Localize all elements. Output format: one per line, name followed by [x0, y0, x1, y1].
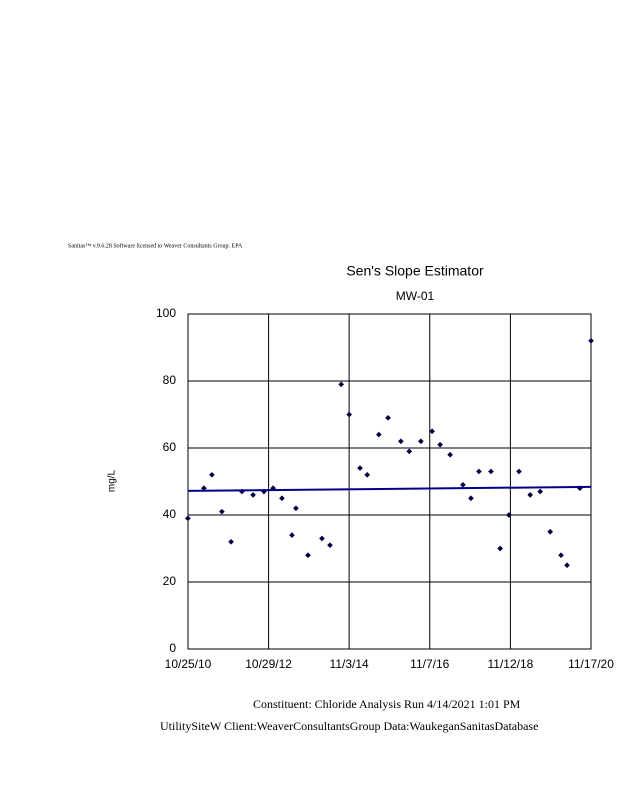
chart-subtitle: MW-01: [396, 289, 435, 303]
data-point: [346, 411, 353, 418]
data-point: [279, 495, 285, 502]
x-tick-label: 11/17/20: [568, 657, 614, 671]
x-tick-label: 11/3/14: [330, 657, 369, 671]
data-point: [201, 485, 207, 492]
data-point: [398, 438, 404, 445]
data-point: [506, 512, 512, 518]
data-point: [588, 337, 594, 344]
x-tick-label: 10/29/12: [245, 657, 292, 671]
data-point: [460, 482, 466, 488]
y-tick-label: 100: [156, 306, 176, 320]
data-point: [497, 545, 503, 552]
data-point: [250, 492, 256, 498]
data-point: [305, 552, 311, 559]
data-point: [476, 468, 482, 475]
y-axis-label: mg/L: [107, 469, 118, 492]
data-point: [527, 492, 534, 498]
data-point: [437, 441, 443, 448]
data-point: [364, 471, 371, 478]
footer-line: UtilitySiteW Client:WeaverConsultantsGro…: [160, 719, 538, 733]
data-point: [447, 451, 453, 458]
data-point: [418, 438, 424, 445]
data-point: [293, 505, 299, 512]
data-point: [185, 515, 191, 522]
data-point: [537, 488, 544, 495]
plot-frame: [187, 313, 592, 650]
y-tick-label: 20: [163, 574, 177, 588]
data-point: [338, 381, 345, 388]
data-point: [468, 495, 474, 502]
data-point: [558, 552, 564, 559]
data-point: [228, 538, 234, 545]
chart-title: Sen's Slope Estimator: [346, 263, 484, 279]
y-tick-label: 80: [163, 373, 177, 387]
y-tick-label: 60: [163, 440, 177, 454]
data-point: [209, 471, 215, 478]
data-point: [219, 508, 225, 515]
header: Sanitas™ v.9.6.28 Software licensed to W…: [68, 242, 243, 249]
y-tick-label: 0: [169, 641, 176, 655]
y-tick-label: 40: [163, 507, 177, 521]
data-point: [376, 431, 382, 438]
data-point: [564, 562, 570, 569]
data-point: [516, 468, 522, 475]
x-tick-label: 11/7/16: [410, 657, 449, 671]
data-point: [429, 428, 435, 435]
data-point: [357, 465, 363, 471]
footer-line: Constituent: Chloride Analysis Run 4/14/…: [253, 697, 521, 711]
x-tick-label: 11/12/18: [487, 657, 533, 671]
data-point: [385, 415, 391, 421]
data-point: [319, 535, 325, 542]
data-point: [547, 528, 554, 535]
x-tick-label: 10/25/10: [165, 657, 212, 671]
trend-line: [187, 485, 592, 492]
data-point: [406, 448, 413, 455]
data-point: [488, 468, 494, 475]
data-point: [289, 532, 295, 538]
data-point: [327, 542, 333, 548]
